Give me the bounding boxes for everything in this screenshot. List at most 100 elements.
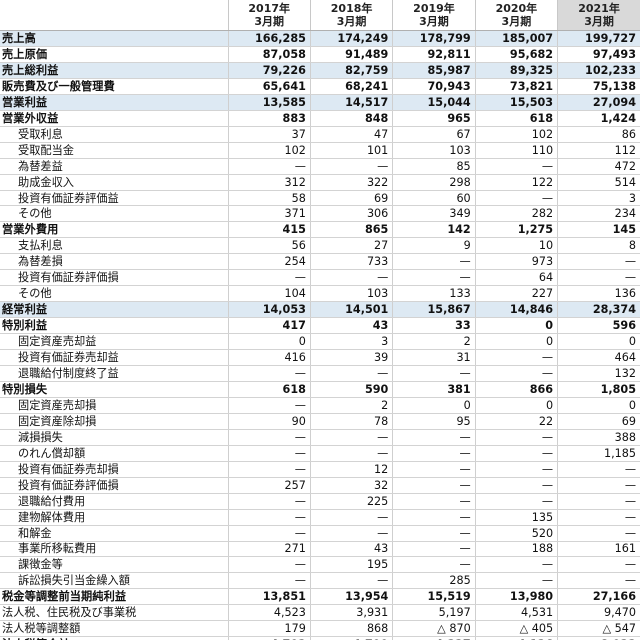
value-cell: 22: [475, 413, 559, 430]
table-row: 固定資産売却益 0 3 2 0 0: [0, 333, 640, 351]
value-cell: 5,197: [392, 604, 476, 622]
header-row: 2017年 3月期 2018年 3月期 2019年 3月期 2020年 3月期 2021…: [0, 0, 640, 31]
value-cell: 514: [557, 174, 640, 191]
table-row: 課徴金等 —195— — —: [0, 556, 640, 574]
value-cell: —: [392, 493, 476, 510]
row-label: 販売費及び一般管理費: [0, 78, 229, 95]
header-year-2021: 2021年 3月期: [557, 0, 640, 31]
value-cell: 102,233: [557, 62, 640, 79]
value-cell: 67: [392, 126, 476, 143]
value-cell: —: [557, 461, 640, 478]
value-cell: —: [392, 541, 476, 558]
value-cell: 0: [557, 397, 640, 414]
value-cell: 104: [228, 285, 311, 303]
value-cell: 4,702: [228, 636, 311, 640]
value-cell: —: [310, 269, 394, 287]
value-cell: 86: [557, 126, 640, 143]
table-row: 退職給付制度終了益 — — — —132: [0, 365, 640, 382]
row-label: 退職給付費用: [0, 493, 229, 510]
value-cell: 3: [310, 333, 394, 351]
value-cell: —: [310, 572, 394, 590]
value-cell: 2: [310, 397, 394, 414]
row-label: 営業外費用: [0, 221, 229, 239]
header-year-label: 2018年: [330, 2, 373, 15]
value-cell: 866: [475, 381, 559, 398]
row-label: 特別損失: [0, 381, 229, 398]
value-cell: 43: [310, 317, 394, 335]
value-cell: 82,759: [310, 62, 394, 79]
value-cell: 145: [557, 221, 640, 239]
row-label: 営業外収益: [0, 110, 229, 127]
value-cell: 27: [310, 237, 394, 255]
header-period-label: 3月期: [254, 15, 285, 28]
value-cell: —: [557, 269, 640, 287]
value-cell: 15,503: [475, 94, 559, 111]
value-cell: 69: [310, 190, 394, 207]
header-period-label: 3月期: [336, 15, 367, 28]
value-cell: 417: [228, 317, 311, 335]
value-cell: 58: [228, 190, 311, 207]
value-cell: 0: [475, 317, 559, 335]
table-row: 営業利益 13,585 14,517 15,044 15,503 27,094: [0, 94, 640, 111]
row-label: 固定資産除却損: [0, 413, 229, 430]
value-cell: —: [228, 493, 311, 510]
value-cell: 464: [557, 349, 640, 367]
header-year-label: 2019年: [413, 2, 455, 15]
table-row: 固定資産売却損 —2 0 0 0: [0, 397, 640, 414]
value-cell: 103: [310, 285, 394, 303]
table-row: 訴訟損失引当金繰入額 — —285— —: [0, 572, 640, 590]
row-label: 投資有価証券評価損: [0, 477, 229, 494]
table-row: 営業外収益 883 848 965 618 1,424: [0, 110, 640, 127]
table-body: 売上高 166,285 174,249 178,799 185,007 199,727 売上…: [0, 30, 640, 640]
value-cell: 32: [310, 477, 394, 494]
value-cell: 87,058: [228, 46, 311, 63]
value-cell: 27,166: [557, 588, 640, 606]
value-cell: 349: [392, 205, 476, 223]
value-cell: —: [392, 477, 476, 494]
value-cell: —: [310, 158, 394, 175]
value-cell: —: [392, 509, 476, 526]
value-cell: —: [310, 445, 394, 462]
value-cell: 257: [228, 477, 311, 494]
row-label: 法人税、住民税及び事業税: [0, 604, 229, 622]
value-cell: △ 405: [475, 620, 559, 638]
value-cell: 185,007: [475, 30, 559, 47]
value-cell: 103: [392, 142, 476, 159]
value-cell: 973: [475, 253, 559, 271]
value-cell: 14,501: [310, 301, 394, 319]
value-cell: 15,867: [392, 301, 476, 319]
row-label: 特別利益: [0, 317, 229, 335]
value-cell: 112: [557, 142, 640, 159]
row-label: 投資有価証券評価損: [0, 269, 229, 287]
table-row: 投資有価証券評価損 — — —64—: [0, 269, 640, 287]
value-cell: 868: [310, 620, 394, 638]
value-cell: 10: [475, 237, 559, 255]
row-label: 受取配当金: [0, 142, 229, 159]
value-cell: 0: [228, 333, 311, 351]
value-cell: 0: [557, 333, 640, 351]
row-label: 受取利息: [0, 126, 229, 143]
row-label: 固定資産売却損: [0, 397, 229, 414]
value-cell: 27,094: [557, 94, 640, 111]
table-row: 減損損失 — — — —388: [0, 429, 640, 446]
value-cell: 371: [228, 205, 311, 223]
value-cell: 97,493: [557, 46, 640, 63]
value-cell: 101: [310, 142, 394, 159]
value-cell: 69: [557, 413, 640, 430]
value-cell: 92,811: [392, 46, 476, 63]
row-label: 固定資産売却益: [0, 333, 229, 351]
value-cell: 282: [475, 205, 559, 223]
header-blank-cell: [0, 0, 229, 31]
row-label: 建物解体費用: [0, 509, 229, 526]
value-cell: 14,517: [310, 94, 394, 111]
value-cell: 322: [310, 174, 394, 191]
value-cell: 15,044: [392, 94, 476, 111]
value-cell: 85: [392, 158, 476, 175]
header-year-label: 2021年: [578, 2, 620, 15]
value-cell: —: [392, 429, 476, 446]
value-cell: 39: [310, 349, 394, 367]
value-cell: 13,585: [228, 94, 311, 111]
row-label: 訴訟損失引当金繰入額: [0, 572, 229, 590]
